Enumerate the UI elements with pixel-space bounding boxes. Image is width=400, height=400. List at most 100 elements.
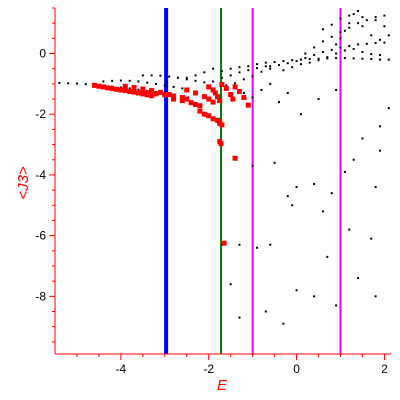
series-2-point xyxy=(149,88,155,94)
series-2-point xyxy=(113,86,119,92)
series-2-point xyxy=(197,108,203,114)
series-1-point xyxy=(194,79,197,82)
series-1-point xyxy=(269,67,272,70)
series-2-point xyxy=(232,84,238,90)
series-1-point xyxy=(299,113,302,116)
series-1-point xyxy=(247,69,250,72)
series-1-point xyxy=(286,195,289,198)
series-2-point xyxy=(217,119,223,125)
series-1-point xyxy=(387,58,390,61)
series-2-point xyxy=(92,82,98,88)
series-1-point xyxy=(348,14,351,17)
series-1-point xyxy=(313,54,316,57)
series-1-point xyxy=(299,58,302,61)
series-2-point xyxy=(109,85,115,91)
series-2-point xyxy=(171,93,177,99)
series-2-point xyxy=(217,98,223,104)
series-1-point xyxy=(159,74,162,77)
series-1-point xyxy=(278,64,280,67)
series-2-point xyxy=(118,87,124,93)
series-1-point xyxy=(155,82,158,85)
series-1-point xyxy=(181,87,184,90)
series-1-point xyxy=(321,40,324,43)
series-2-point xyxy=(212,90,218,96)
series-2-point xyxy=(241,95,247,101)
x-tick-label: -4 xyxy=(116,362,127,376)
series-1-point xyxy=(343,49,346,52)
series-1-point xyxy=(260,70,263,73)
series-1-point xyxy=(229,74,232,77)
series-1-point xyxy=(348,44,351,47)
series-1-point xyxy=(335,52,338,55)
series-2-point xyxy=(105,85,111,91)
series-1-point xyxy=(374,41,377,44)
series-1-point xyxy=(278,101,280,104)
series-1-point xyxy=(295,60,298,63)
series-1-point xyxy=(374,19,377,22)
y-tick-label: -6 xyxy=(35,229,46,243)
series-1-point xyxy=(313,183,316,186)
series-2-point xyxy=(140,91,146,97)
series-1-point xyxy=(383,14,386,17)
series-1-point xyxy=(313,46,316,49)
series-1-point xyxy=(317,59,320,62)
series-1-point xyxy=(273,61,276,64)
series-1-point xyxy=(251,96,254,99)
series-1-point xyxy=(291,59,294,62)
series-1-point xyxy=(194,74,197,77)
series-1-point xyxy=(264,61,267,64)
series-1-point xyxy=(365,19,368,22)
series-1-point xyxy=(256,246,259,249)
series-1-point xyxy=(348,26,351,29)
series-2-point xyxy=(236,88,242,94)
series-1-point xyxy=(335,43,338,46)
series-1-point xyxy=(321,51,324,54)
y-tick-label: -8 xyxy=(35,289,46,303)
series-1-point xyxy=(339,31,342,34)
series-1-point xyxy=(352,57,355,60)
series-2-point xyxy=(201,111,207,117)
series-1-point xyxy=(238,71,241,74)
series-1-point xyxy=(379,125,382,128)
series-1-point xyxy=(163,84,166,87)
series-1-point xyxy=(330,35,333,38)
y-axis-title: <J3> xyxy=(15,166,32,200)
series-2-point xyxy=(188,100,194,106)
axes xyxy=(49,7,391,360)
series-1-point xyxy=(256,63,259,66)
series-2-point xyxy=(100,84,106,90)
series-1-point xyxy=(383,25,386,28)
tick-labels: -4 -2 0 2 0 -2 -4 -6 -8 xyxy=(35,47,388,376)
series-1-point xyxy=(361,16,364,19)
series-2-point xyxy=(206,84,212,90)
series-2-point xyxy=(153,91,159,97)
series-1-point xyxy=(326,56,329,59)
series-2-point xyxy=(149,93,155,99)
series-1-point xyxy=(119,79,122,82)
series-1-point xyxy=(229,283,232,286)
series-1-point xyxy=(273,161,276,164)
series-2-point xyxy=(122,83,128,89)
series-1-point xyxy=(304,57,307,60)
series-1-point xyxy=(304,52,307,55)
series-2-point xyxy=(166,92,172,97)
series-2-point xyxy=(193,90,199,96)
series-1-point xyxy=(146,81,149,84)
series-1-point xyxy=(269,243,272,246)
series-1-point xyxy=(383,41,386,44)
series-1-point xyxy=(379,38,382,41)
series-2-point xyxy=(210,116,216,122)
series-1-point xyxy=(247,65,250,68)
series-1-point xyxy=(313,295,316,298)
series-1-point xyxy=(357,22,360,25)
series-2-point xyxy=(221,240,227,246)
series-1-point xyxy=(102,80,105,83)
series-1-point xyxy=(168,75,171,78)
series-1-point xyxy=(282,69,285,72)
series-2-point xyxy=(127,88,133,94)
series-1-point xyxy=(370,57,373,60)
series-1-point xyxy=(343,57,346,60)
series-2-point xyxy=(228,92,234,97)
series-1-point xyxy=(343,170,346,173)
series-1-point xyxy=(220,76,223,79)
